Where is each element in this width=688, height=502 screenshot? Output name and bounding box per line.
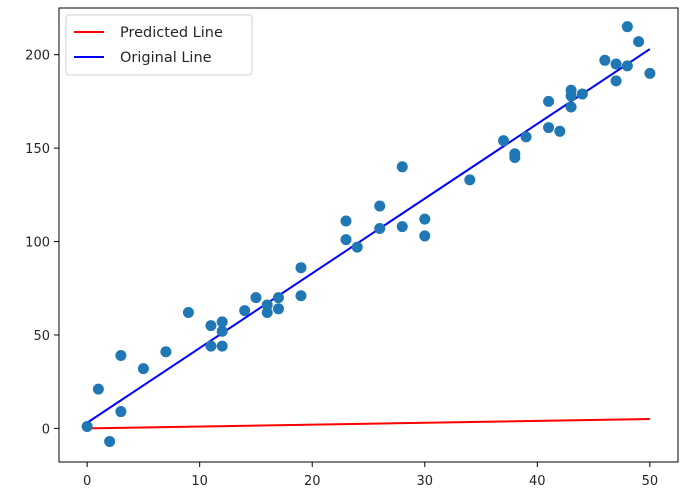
scatter-point <box>633 36 645 48</box>
scatter-point <box>205 340 217 352</box>
x-tick-label: 30 <box>416 474 433 489</box>
scatter-point <box>81 421 93 432</box>
series-lines <box>86 48 651 430</box>
scatter-point <box>216 325 228 337</box>
legend: Predicted Line Original Line <box>65 14 253 76</box>
y-axis: 0 50 100 150 200 <box>25 49 59 437</box>
x-tick-label: 20 <box>304 474 321 489</box>
scatter-point <box>374 200 386 212</box>
scatter-points <box>81 21 656 447</box>
scatter-point <box>554 125 566 137</box>
legend-label-predicted-line: Predicted Line <box>120 25 223 41</box>
scatter-point <box>396 221 408 233</box>
scatter-point <box>576 88 588 100</box>
scatter-point <box>621 21 633 33</box>
x-tick-label: 50 <box>642 474 659 489</box>
scatter-point <box>543 122 555 134</box>
scatter-point <box>115 350 127 362</box>
scatter-point <box>464 174 476 186</box>
legend-label-original-line: Original Line <box>120 50 212 66</box>
scatter-point <box>396 161 408 173</box>
scatter-point <box>610 58 622 70</box>
scatter-point <box>565 84 577 96</box>
scatter-point <box>644 67 656 79</box>
scatter-point <box>351 241 363 253</box>
scatter-point <box>599 54 611 66</box>
scatter-point <box>239 305 251 317</box>
series-line-original-line <box>86 48 651 424</box>
x-tick-label: 0 <box>83 474 91 489</box>
scatter-point <box>295 262 307 274</box>
scatter-point <box>92 383 104 395</box>
scatter-point <box>295 290 307 302</box>
scatter-point <box>498 135 510 147</box>
scatter-point <box>419 213 431 225</box>
scatter-point <box>509 148 521 160</box>
series-line-predicted-line <box>87 418 650 430</box>
axes-frame <box>58 7 679 463</box>
scatter-point <box>205 320 217 332</box>
x-tick-label: 40 <box>529 474 546 489</box>
scatter-point <box>272 292 284 304</box>
x-tick-label: 10 <box>191 474 208 489</box>
scatter-point <box>115 406 127 418</box>
scatter-point <box>340 234 352 246</box>
scatter-point <box>160 346 172 358</box>
scatter-point <box>374 222 386 234</box>
y-tick-label: 150 <box>25 142 50 157</box>
scatter-point <box>520 131 532 143</box>
scatter-point <box>419 230 431 242</box>
scatter-point <box>272 303 284 315</box>
scatter-point <box>137 363 149 375</box>
y-tick-label: 100 <box>25 236 50 251</box>
scatter-point <box>104 435 116 447</box>
scatter-point <box>250 292 262 304</box>
scatter-point <box>216 340 228 352</box>
scatter-point <box>340 215 352 227</box>
y-tick-label: 0 <box>42 422 50 437</box>
scatter-point <box>543 95 555 107</box>
scatter-point <box>261 299 273 311</box>
y-tick-label: 200 <box>25 49 50 64</box>
scatter-point <box>565 101 577 113</box>
legend-box <box>65 14 253 76</box>
scatter-point <box>182 307 194 319</box>
y-tick-label: 50 <box>33 329 50 344</box>
scatter-point <box>216 316 228 328</box>
scatter-point <box>621 60 633 72</box>
scatter-point <box>610 75 622 87</box>
x-axis: 0 10 20 30 40 50 <box>83 462 658 489</box>
